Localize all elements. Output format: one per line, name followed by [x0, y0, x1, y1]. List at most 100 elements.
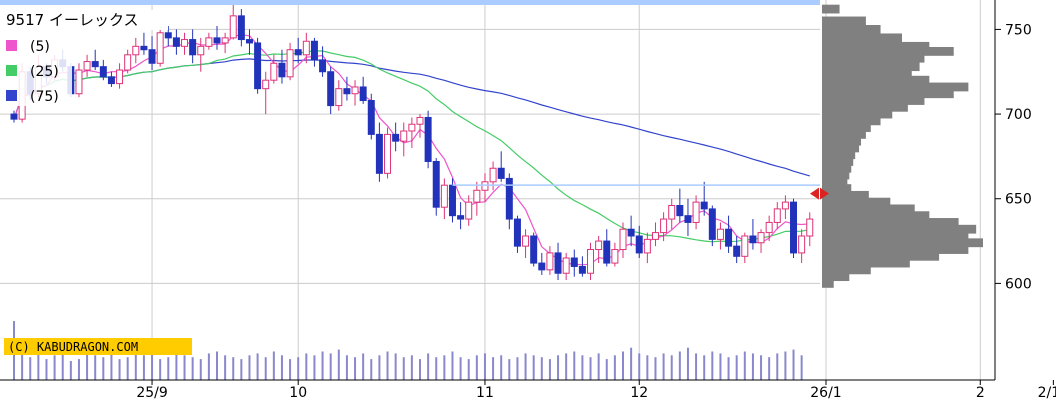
candle-up	[205, 37, 213, 47]
candle-up	[562, 257, 570, 274]
volume-bar	[337, 349, 340, 380]
volume-bar	[597, 353, 600, 380]
volume-bar	[768, 357, 771, 380]
volume-bar	[760, 355, 763, 380]
candle-up	[124, 54, 132, 71]
volume-bar	[256, 353, 259, 380]
volume-bar	[800, 355, 803, 380]
axes: 750 700 650 600 25/9 10 11 12 26/1 2 2/10	[0, 0, 1056, 401]
candle-down	[749, 235, 757, 244]
candle-up	[197, 45, 205, 56]
candle-down	[254, 42, 262, 90]
candle-up	[546, 252, 554, 271]
x-tick-label: 2	[976, 385, 985, 401]
volume-bar	[475, 355, 478, 380]
volume-profile-bar	[822, 109, 893, 119]
volume-profile-bar	[822, 278, 834, 288]
volume-profile-bar	[822, 82, 969, 92]
candle-up	[741, 235, 749, 257]
volume-profile-bar	[822, 251, 940, 261]
volume-profile-bar	[822, 96, 925, 105]
volume-bar	[272, 351, 275, 380]
volume-profile-bar	[822, 4, 840, 14]
candle-down	[530, 235, 538, 264]
candle-down	[294, 49, 302, 56]
volume-profile-bar	[822, 33, 903, 43]
candle-up	[798, 235, 806, 254]
volume-bar	[126, 357, 129, 380]
candle-up	[351, 86, 359, 95]
volume-bar	[354, 357, 357, 380]
y-tick-label: 650	[1005, 192, 1032, 208]
volume-bar	[69, 361, 72, 380]
candle-down	[424, 116, 432, 162]
volume-bar	[175, 353, 178, 380]
volume-bar	[711, 351, 714, 380]
volume-bar	[646, 355, 649, 380]
volume-bar	[118, 359, 121, 380]
volume-profile-bar	[822, 150, 856, 160]
volume-bar	[695, 353, 698, 380]
candle-down	[627, 228, 635, 237]
volume-bar	[345, 355, 348, 380]
candle-up	[773, 208, 781, 223]
candlesticks	[10, 4, 814, 281]
volume-profile-bar	[822, 24, 881, 34]
candle-up	[595, 240, 603, 251]
volume-bar	[191, 357, 194, 380]
legend-swatch-5	[6, 40, 17, 51]
candle-up	[692, 201, 700, 223]
volume-bar	[410, 355, 413, 380]
candle-down	[790, 201, 798, 254]
candle-down	[375, 133, 383, 174]
volume-bar	[142, 355, 145, 380]
candle-down	[578, 265, 586, 274]
volume-profile-bar	[822, 231, 969, 241]
volume-profile-bar	[822, 258, 910, 268]
volume-bar	[61, 353, 64, 380]
candle-up	[668, 205, 676, 220]
candle-down	[213, 37, 221, 44]
grid-lines	[0, 0, 981, 380]
volume-bar	[459, 357, 462, 380]
volume-bar	[313, 355, 316, 380]
volume-bar	[557, 355, 560, 380]
volume-profile-bar	[822, 265, 871, 275]
volume-profile-bar	[822, 143, 860, 153]
volume-bar	[167, 357, 170, 380]
legend-label-25: (25)	[30, 64, 59, 80]
volume-bar	[678, 351, 681, 380]
volume-bar	[378, 355, 381, 380]
volume-bar	[751, 353, 754, 380]
volume-bar	[654, 357, 657, 380]
overlays	[0, 0, 829, 200]
x-tick-label: 11	[476, 385, 494, 401]
volume-profile-bar	[822, 136, 862, 146]
volume-profile-bar	[822, 170, 850, 180]
x-tick-label: 12	[630, 385, 648, 401]
candle-up	[229, 15, 237, 39]
candle-up	[400, 130, 408, 142]
chart-title: 9517 イーレックス	[6, 11, 139, 29]
volume-profile-bar	[822, 89, 954, 99]
legend-label-75: (75)	[30, 89, 59, 105]
volume-bar	[532, 355, 535, 380]
volume-profile-bar	[822, 163, 852, 173]
copyright-badge: (C) KABUDRAGON.COM	[4, 338, 192, 355]
x-tick-label: 2/10	[1038, 385, 1056, 401]
candle-up	[270, 62, 278, 81]
volume-bar	[159, 359, 162, 380]
volume-bar	[492, 357, 495, 380]
candle-down	[513, 218, 521, 247]
volume-profile-bar	[822, 62, 920, 72]
volume-bar	[776, 353, 779, 380]
volume-profile-bar	[822, 116, 881, 126]
candle-up	[489, 167, 497, 183]
ma-5-line	[13, 34, 810, 266]
y-tick-label: 750	[1005, 22, 1032, 38]
candle-up	[384, 133, 392, 174]
legend-swatch-25	[6, 65, 17, 76]
candle-up	[465, 201, 473, 220]
candle-down	[310, 40, 318, 61]
